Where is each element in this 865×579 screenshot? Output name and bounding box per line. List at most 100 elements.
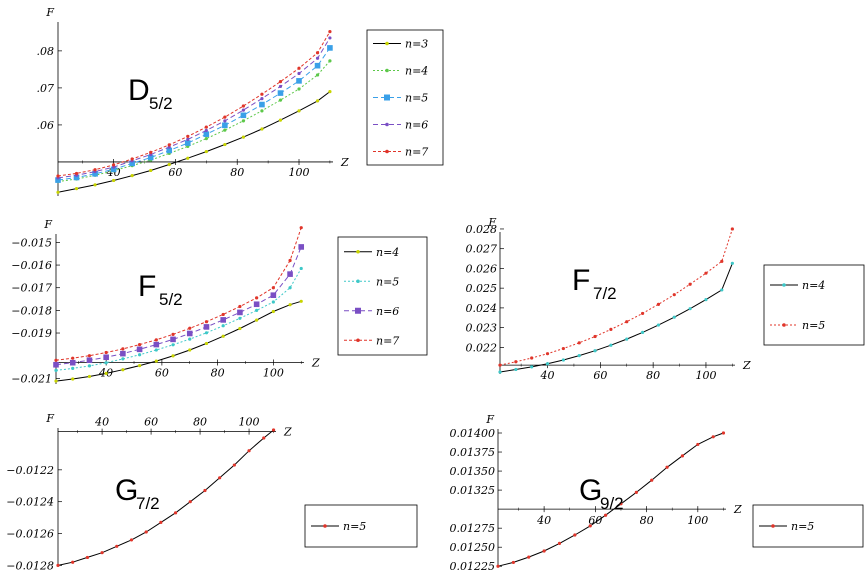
- series-d52-2: [55, 45, 333, 183]
- data-point: [186, 137, 190, 141]
- y-tick-label: 0.025: [466, 282, 498, 295]
- series-d52-1: [56, 59, 332, 184]
- y-tick-label: 0.022: [466, 341, 498, 354]
- data-point: [527, 555, 531, 559]
- data-point: [71, 560, 75, 564]
- data-point: [173, 511, 178, 515]
- data-point: [104, 350, 108, 355]
- data-point: [262, 436, 266, 440]
- y-tick-label: .06: [37, 119, 55, 132]
- x-tick-label: 100: [239, 416, 260, 429]
- data-point: [54, 379, 58, 383]
- panel-label-subscript: 5/2: [159, 290, 183, 309]
- data-point: [188, 500, 192, 504]
- data-point: [69, 359, 76, 366]
- series-line: [57, 31, 331, 177]
- series-d52-3: [56, 36, 332, 180]
- data-point: [241, 104, 245, 108]
- legend-entry: n=4: [405, 65, 428, 78]
- series-line: [55, 227, 302, 361]
- x-tick-label: 100: [289, 166, 310, 179]
- data-point: [696, 442, 700, 447]
- x-axis-title: Z: [742, 359, 751, 372]
- data-point: [186, 156, 190, 160]
- data-point: [298, 244, 305, 250]
- data-point: [87, 354, 92, 358]
- data-point: [203, 324, 210, 330]
- data-point: [730, 227, 734, 231]
- legend-marker: [355, 307, 361, 314]
- data-point: [625, 337, 629, 341]
- data-point: [593, 349, 597, 353]
- data-point: [87, 374, 92, 379]
- legend-entry: n=3: [405, 38, 428, 51]
- series-line: [57, 47, 331, 181]
- data-point: [203, 131, 210, 137]
- legend-g92: n=5: [752, 504, 864, 548]
- data-point: [237, 309, 243, 316]
- data-point: [154, 338, 158, 342]
- data-point: [720, 259, 724, 263]
- data-point: [188, 326, 192, 330]
- data-point: [130, 174, 134, 178]
- data-point: [720, 288, 724, 292]
- x-tick-label: 60: [155, 366, 169, 379]
- panel-label: G: [579, 474, 602, 507]
- data-point: [328, 30, 332, 34]
- data-point: [54, 368, 58, 373]
- data-point: [277, 90, 284, 96]
- data-point: [71, 366, 75, 370]
- data-point: [137, 364, 142, 368]
- panel-label-subscript: 9/2: [600, 494, 624, 513]
- series-f52-1: [54, 266, 303, 373]
- data-point: [650, 478, 654, 482]
- data-point: [588, 524, 592, 528]
- panel-label: F: [572, 264, 590, 297]
- data-point: [328, 36, 332, 40]
- data-point: [220, 317, 226, 323]
- data-point: [542, 549, 546, 553]
- data-point: [656, 323, 661, 327]
- data-point: [287, 271, 293, 277]
- data-point: [498, 370, 502, 374]
- legend-entry: n=5: [791, 520, 814, 533]
- data-point: [315, 51, 320, 55]
- data-point: [103, 354, 109, 361]
- data-point: [238, 326, 242, 331]
- legend-marker: [356, 249, 360, 254]
- data-point: [561, 358, 565, 362]
- y-tick-label: 0.024: [466, 302, 498, 315]
- y-tick-label: −0.0124: [6, 496, 54, 509]
- data-point: [704, 298, 708, 302]
- data-point: [625, 320, 629, 324]
- data-point: [166, 147, 173, 154]
- data-point: [218, 476, 222, 480]
- y-tick-label: 0.01375: [450, 446, 496, 459]
- data-point: [665, 465, 669, 469]
- legend-entry: n=6: [405, 119, 428, 132]
- data-point: [253, 301, 260, 308]
- series-line: [57, 37, 331, 179]
- x-tick-label: 60: [593, 369, 607, 382]
- data-point: [56, 563, 60, 568]
- data-point: [104, 361, 108, 365]
- legend-entry: n=5: [343, 520, 366, 533]
- y-tick-label: .08: [37, 45, 55, 58]
- data-point: [54, 358, 58, 362]
- x-tick-label: 100: [687, 514, 708, 527]
- data-point: [328, 59, 332, 63]
- data-point: [241, 119, 245, 123]
- legend-marker: [385, 149, 389, 154]
- panel-label: D: [128, 74, 150, 107]
- data-point: [121, 368, 125, 372]
- legend-entry: n=4: [802, 279, 825, 292]
- y-tick-label: .07: [37, 82, 55, 95]
- x-tick-label: 80: [230, 166, 244, 179]
- data-point: [149, 168, 153, 173]
- legend-entry: n=7: [405, 146, 428, 159]
- data-point: [299, 226, 303, 230]
- data-point: [222, 122, 228, 129]
- data-point: [278, 98, 283, 102]
- data-point: [74, 171, 79, 176]
- data-point: [188, 348, 192, 352]
